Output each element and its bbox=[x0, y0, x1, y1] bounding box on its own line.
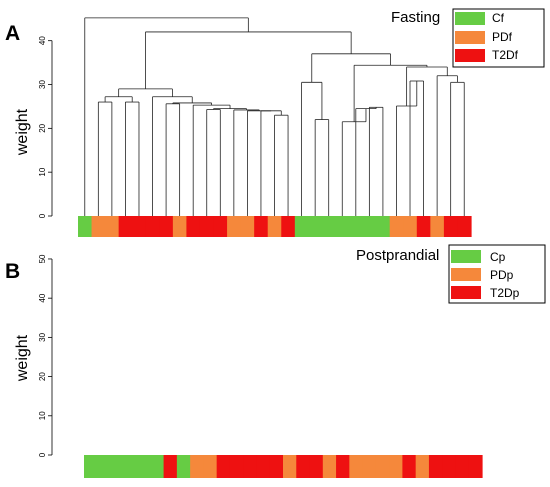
group-color-cell bbox=[216, 455, 231, 478]
legend-a-label-3: T2Df bbox=[492, 48, 519, 62]
y-tick-label: 20 bbox=[38, 123, 47, 132]
group-color-cell bbox=[159, 216, 174, 237]
group-color-cell bbox=[213, 216, 228, 237]
group-color-cell bbox=[256, 455, 271, 478]
condition-label-postprandial: Postprandial bbox=[356, 247, 439, 264]
legend-a-swatch-3 bbox=[455, 49, 485, 62]
y-tick-label: 50 bbox=[38, 254, 47, 263]
group-color-cell bbox=[97, 455, 112, 478]
y-tick-label: 20 bbox=[38, 372, 47, 381]
dendrogram-tree-a bbox=[84, 17, 465, 216]
group-color-cell bbox=[335, 216, 350, 237]
group-color-bar-a bbox=[78, 216, 472, 237]
group-color-cell bbox=[428, 455, 443, 478]
group-color-cell bbox=[132, 216, 147, 237]
group-color-cell bbox=[118, 216, 133, 237]
legend-b-swatch-2 bbox=[451, 268, 481, 281]
group-color-cell bbox=[78, 216, 93, 237]
legend-b-swatch-1 bbox=[451, 250, 481, 263]
y-tick-label: 10 bbox=[38, 167, 47, 176]
group-color-cell bbox=[110, 455, 125, 478]
group-color-cell bbox=[415, 455, 430, 478]
group-color-cell bbox=[321, 216, 337, 237]
legend-b-swatch-3 bbox=[451, 286, 481, 299]
group-color-cell bbox=[402, 455, 417, 478]
group-color-cell bbox=[267, 216, 282, 237]
condition-label-fasting: Fasting bbox=[391, 9, 440, 26]
y-tick-label: 10 bbox=[38, 411, 47, 420]
legend-b-label-3: T2Dp bbox=[490, 286, 520, 300]
group-color-cell bbox=[349, 216, 364, 237]
group-color-cell bbox=[190, 455, 204, 478]
group-color-cell bbox=[468, 455, 483, 478]
group-color-cell bbox=[403, 216, 418, 237]
y-axis-a: 0 10 20 30 40 bbox=[38, 36, 53, 218]
legend-b-label-2: PDp bbox=[490, 268, 514, 282]
group-color-cell bbox=[91, 216, 106, 237]
group-color-cell bbox=[137, 455, 151, 478]
y-axis-title-a: weight bbox=[14, 108, 31, 156]
group-color-cell bbox=[84, 455, 98, 478]
group-color-cell bbox=[186, 216, 201, 237]
group-color-cell bbox=[176, 455, 191, 478]
group-color-cell bbox=[389, 216, 404, 237]
group-color-cell bbox=[296, 455, 311, 478]
y-axis-title-b: weight bbox=[14, 334, 31, 382]
group-color-cell bbox=[376, 216, 391, 237]
group-color-cell bbox=[349, 455, 364, 478]
group-color-cell bbox=[322, 455, 337, 478]
y-tick-label: 30 bbox=[38, 332, 47, 341]
legend-b-label-1: Cp bbox=[490, 250, 506, 264]
group-color-cell bbox=[105, 216, 120, 237]
group-color-cell bbox=[150, 455, 165, 478]
group-color-cell bbox=[336, 455, 350, 478]
y-tick-label: 0 bbox=[38, 452, 47, 457]
y-tick-label: 0 bbox=[38, 213, 47, 218]
group-color-cell bbox=[294, 216, 309, 237]
group-color-cell bbox=[362, 216, 377, 237]
group-color-cell bbox=[362, 455, 377, 478]
group-color-cell bbox=[163, 455, 178, 478]
legend-a: Cf PDf T2Df bbox=[452, 8, 545, 68]
group-color-cell bbox=[227, 216, 242, 237]
group-color-cell bbox=[430, 216, 445, 237]
group-color-cell bbox=[145, 216, 160, 237]
group-color-cell bbox=[199, 216, 215, 237]
legend-b: Cp PDp T2Dp bbox=[448, 244, 546, 304]
group-color-cell bbox=[283, 455, 297, 478]
group-color-bar-b bbox=[84, 455, 483, 478]
y-tick-label: 40 bbox=[38, 293, 47, 302]
group-color-cell bbox=[455, 455, 470, 478]
panel-letter-a: A bbox=[5, 22, 20, 45]
group-color-cell bbox=[457, 216, 472, 237]
group-color-cell bbox=[240, 216, 255, 237]
group-color-cell bbox=[229, 455, 244, 478]
group-color-cell bbox=[123, 455, 138, 478]
group-color-cell bbox=[375, 455, 390, 478]
panel-letter-b: B bbox=[5, 260, 20, 283]
panel-b: B weight 0 10 20 30 40 50 Postprandial Cp PDp… bbox=[5, 244, 546, 478]
group-color-cell bbox=[443, 216, 459, 237]
group-color-cell bbox=[442, 455, 457, 478]
y-tick-label: 30 bbox=[38, 80, 47, 89]
legend-a-label-2: PDf bbox=[492, 30, 513, 44]
group-color-cell bbox=[416, 216, 431, 237]
group-color-cell bbox=[281, 216, 296, 237]
legend-a-label-1: Cf bbox=[492, 11, 505, 25]
group-color-cell bbox=[309, 455, 324, 478]
y-tick-label: 40 bbox=[38, 36, 47, 45]
group-color-cell bbox=[243, 455, 258, 478]
legend-a-swatch-2 bbox=[455, 31, 485, 44]
panel-a: A weight 0 10 20 30 40 Fasting Cf PDf T2Df bbox=[5, 8, 545, 237]
group-color-cell bbox=[254, 216, 269, 237]
group-color-cell bbox=[172, 216, 188, 237]
group-color-cell bbox=[308, 216, 323, 237]
group-color-cell bbox=[389, 455, 403, 478]
group-color-cell bbox=[269, 455, 284, 478]
y-axis-b: 0 10 20 30 40 50 bbox=[38, 254, 53, 457]
group-color-cell bbox=[203, 455, 218, 478]
legend-a-swatch-1 bbox=[455, 12, 485, 25]
